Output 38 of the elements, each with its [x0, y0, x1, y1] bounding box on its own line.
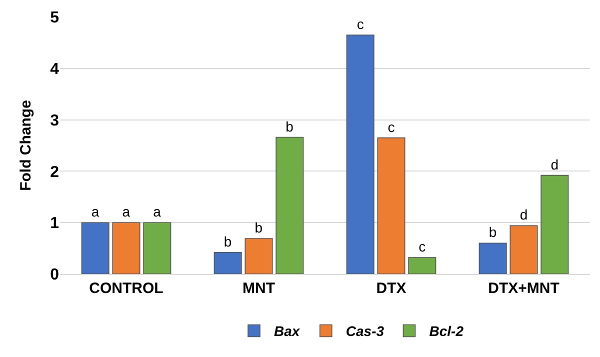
- x-tick-label: DTX: [376, 280, 406, 297]
- legend-label: Cas-3: [346, 323, 384, 340]
- bar: [377, 137, 406, 274]
- data-label: c: [388, 118, 395, 135]
- data-label: c: [356, 16, 364, 32]
- y-tick-label: 4: [50, 61, 60, 78]
- data-label: a: [153, 204, 162, 220]
- y-tick-label: 1: [50, 215, 60, 232]
- data-label: a: [122, 204, 130, 220]
- y-axis-title: Fold Change: [17, 100, 34, 191]
- bar: [143, 222, 172, 274]
- data-label: d: [550, 156, 559, 172]
- data-label: a: [91, 204, 100, 220]
- y-tick-label: 3: [50, 112, 60, 130]
- bar: [478, 242, 507, 274]
- data-label: b: [254, 220, 263, 236]
- bar: [408, 257, 436, 274]
- x-tick-label: MNT: [242, 280, 275, 297]
- legend-label: Bax: [274, 323, 301, 340]
- legend-label: Bcl-2: [429, 323, 464, 340]
- data-label: d: [520, 206, 528, 223]
- x-tick-label: DTX+MNT: [488, 280, 560, 297]
- y-tick-label: 0: [50, 266, 60, 284]
- bar: [510, 225, 538, 274]
- y-tick-label: 5: [50, 10, 60, 27]
- bar: [540, 174, 569, 274]
- bar: [81, 222, 110, 274]
- bar: [214, 252, 242, 274]
- bar: [112, 222, 140, 274]
- data-label: c: [418, 238, 426, 255]
- bar: [346, 34, 374, 274]
- data-label: b: [224, 233, 232, 250]
- y-tick-label: 2: [50, 164, 60, 181]
- x-tick-label: CONTROL: [89, 280, 164, 297]
- bar: [276, 136, 304, 274]
- bar: [244, 238, 273, 274]
- data-label: b: [488, 224, 497, 240]
- data-label: b: [286, 118, 294, 134]
